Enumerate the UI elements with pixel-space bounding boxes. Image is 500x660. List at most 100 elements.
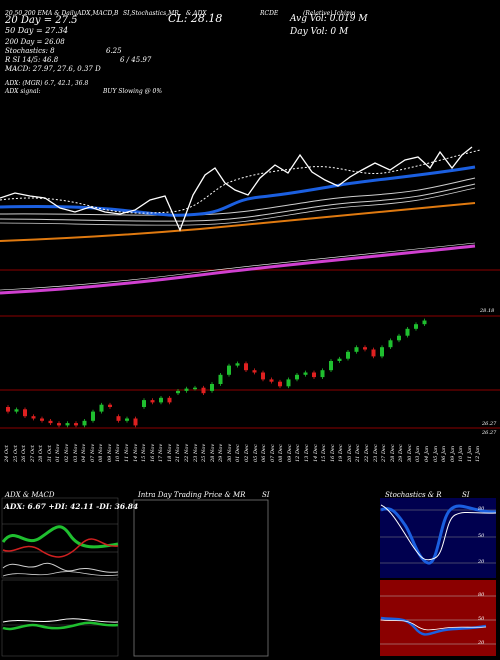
date-label: 01 Nov xyxy=(55,443,62,462)
date-label: 14 Dec xyxy=(312,444,319,462)
candle-body xyxy=(227,365,231,375)
candle-body xyxy=(48,420,53,424)
date-label: 08 Nov xyxy=(98,443,105,462)
date-label: 29 Dec xyxy=(398,444,405,462)
date-label: 12 Dec xyxy=(295,444,302,462)
macd-signal xyxy=(2,618,119,623)
header-line1: 20,50,200 EMA & DailyADX,MACD,B xyxy=(5,10,119,17)
header-line1d: RCDE xyxy=(260,10,279,17)
header-line1e: (Relative) Ichimo xyxy=(303,10,356,17)
ichimoku-line-thin xyxy=(0,242,476,291)
date-label: 10 Nov xyxy=(115,443,122,462)
candle-body xyxy=(320,370,325,378)
date-label: 01 Dec xyxy=(235,444,242,462)
date-label: 10 Jan xyxy=(458,445,465,462)
candle-body xyxy=(329,361,333,371)
date-label: 21 Nov xyxy=(175,443,182,462)
candle-body xyxy=(167,397,172,403)
adx-label: ADX: (MGR) 6.7, 42.1, 36.8 xyxy=(5,80,89,87)
candle-body xyxy=(422,320,427,325)
date-label: 05 Jan xyxy=(432,445,439,462)
band-lower2 xyxy=(0,187,476,226)
intraday-panel xyxy=(133,499,269,657)
candle-body xyxy=(150,400,155,403)
stoch-level-20: 20 xyxy=(478,559,485,565)
candle-body xyxy=(286,379,291,387)
stoch-value: 6.25 xyxy=(106,47,122,55)
intraday-panel-si: SI xyxy=(262,491,270,499)
candle-body xyxy=(261,372,265,380)
stoch-k-line xyxy=(380,504,497,565)
candle-body xyxy=(337,358,342,361)
ichimoku-line xyxy=(0,244,476,295)
candle-body xyxy=(31,416,36,419)
intraday-box xyxy=(133,499,269,657)
candle-body xyxy=(57,423,61,426)
date-label: 07 Nov xyxy=(89,443,96,462)
date-label: 25 Oct xyxy=(12,445,19,462)
candle-body xyxy=(354,347,359,352)
macd-panel-bg xyxy=(1,579,119,657)
date-label: 20 Dec xyxy=(346,444,353,462)
ema200-line xyxy=(0,202,476,242)
candle-body xyxy=(23,409,27,417)
date-label: 25 Nov xyxy=(201,443,208,462)
candle-body xyxy=(201,387,206,394)
date-label: 31 Oct xyxy=(46,445,53,462)
date-label: 13 Dec xyxy=(304,444,310,462)
date-label: 16 Dec xyxy=(329,444,336,462)
date-label: 09 Dec xyxy=(286,444,293,462)
candle-body xyxy=(371,349,376,357)
candle-body xyxy=(210,384,214,391)
date-label: 28 Dec xyxy=(389,444,396,462)
date-label: 12 Jan xyxy=(475,445,482,462)
stoch-panel-title: Stochastics & R xyxy=(385,491,442,499)
rsi-level-50: 50 xyxy=(478,616,485,622)
candle-body xyxy=(65,423,70,426)
candle-body xyxy=(159,397,163,403)
date-label: 05 Dec xyxy=(252,444,259,462)
stoch-level-80: 80 xyxy=(478,506,485,512)
date-label: 22 Dec xyxy=(364,444,370,462)
date-label: 30 Dec xyxy=(406,444,413,462)
rsi-line xyxy=(380,616,487,636)
stoch-label: Stochastics: 8 xyxy=(5,47,55,55)
date-label: 21 Dec xyxy=(355,444,362,462)
date-label: 19 Dec xyxy=(338,444,345,462)
header-line1c: & ADX xyxy=(186,10,207,17)
band-upper xyxy=(0,177,476,216)
candle-body xyxy=(133,418,138,426)
stoch-level-50: 50 xyxy=(478,533,485,539)
candle-body xyxy=(414,324,418,329)
date-label: 28 Oct xyxy=(38,445,45,462)
close-price: CL: 28.18 xyxy=(168,12,223,25)
ma20-label: 20 Day = 27.5 xyxy=(5,15,78,26)
date-label: 28 Nov xyxy=(209,443,216,462)
candle-body xyxy=(82,420,87,426)
candle-body xyxy=(193,387,197,390)
candle-body xyxy=(295,374,299,380)
date-label: 06 Jan xyxy=(441,445,448,462)
adx-macd-panel xyxy=(1,497,119,657)
candle-body xyxy=(244,363,248,371)
candlestick-group xyxy=(6,318,427,428)
candle-body xyxy=(116,416,121,421)
rsi-level-80: 80 xyxy=(478,592,485,598)
intraday-panel-title: Intra Day Trading Price & MR xyxy=(138,491,246,499)
price-line xyxy=(0,146,473,232)
candle-body xyxy=(278,381,282,387)
candle-body xyxy=(184,388,189,391)
stoch-rsi-panel xyxy=(380,498,497,656)
header-line1b: SI,Stochastics,MR xyxy=(123,10,179,17)
macd-label: MACD: 27.97, 27.6, 0.37 D xyxy=(5,65,101,73)
day-volume: Day Vol: 0 M xyxy=(290,27,349,37)
date-label: 18 Nov xyxy=(166,443,173,462)
adx-line xyxy=(2,562,119,573)
price-axis-label: 26.27 xyxy=(482,421,497,427)
candle-body xyxy=(388,340,393,348)
date-label: 30 Nov xyxy=(226,443,233,462)
date-label: 17 Nov xyxy=(158,443,165,462)
candle-body xyxy=(14,409,19,412)
date-label: 04 Nov xyxy=(81,443,88,462)
date-label: 03 Jan xyxy=(415,445,422,462)
